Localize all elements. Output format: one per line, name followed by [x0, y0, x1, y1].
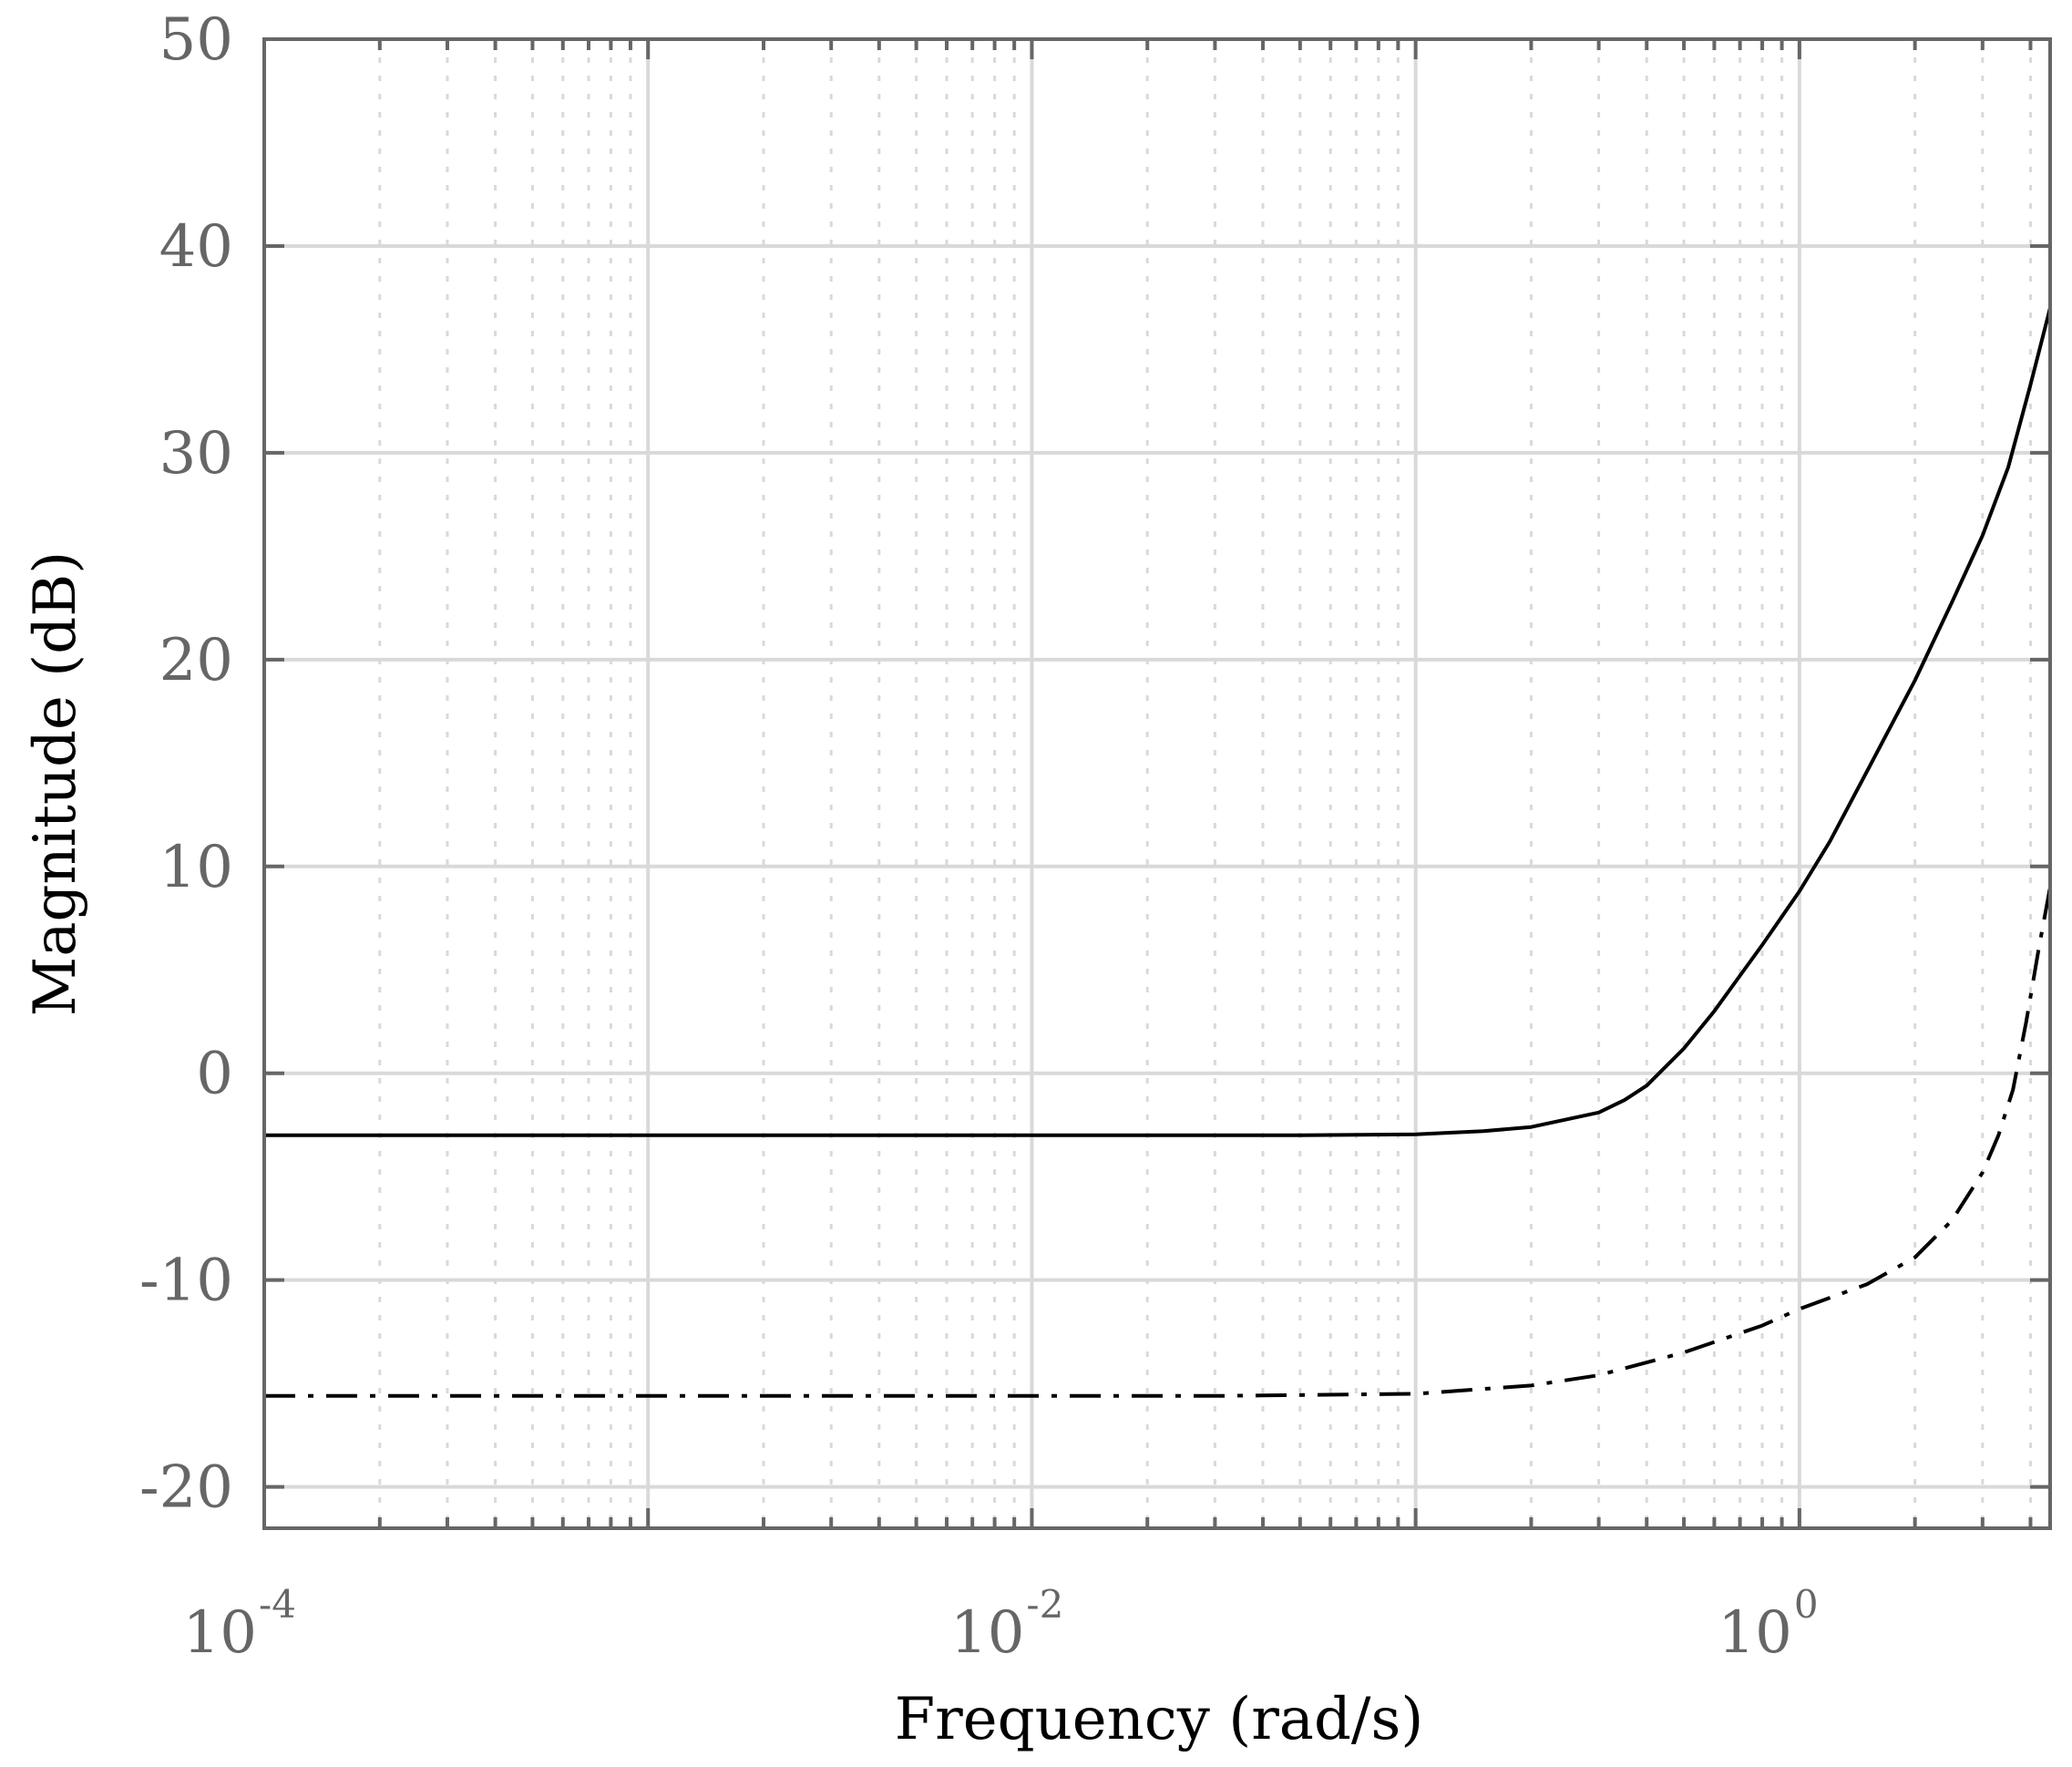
y-tick-label: 20: [159, 627, 233, 694]
y-tick-label: 10: [159, 834, 233, 901]
y-axis-label: Magnitude (dB): [22, 551, 89, 1016]
y-tick-label: -20: [139, 1454, 233, 1522]
x-axis-label: Frequency (rad/s): [895, 1686, 1424, 1753]
major-grid: [264, 39, 2050, 1528]
y-tick-label: 40: [159, 213, 233, 281]
y-tick-labels: -20 -10 0 10 20 30 40 50: [139, 6, 233, 1522]
x-tick-label-exponent: 0: [1794, 1582, 1819, 1627]
y-tick-label: 30: [159, 420, 233, 488]
x-tick-label-base: 10: [183, 1599, 257, 1667]
series-line-dash-dot: [264, 887, 2052, 1398]
x-tick-label: 10 -2: [950, 1582, 1063, 1667]
x-tick-label-base: 10: [1718, 1599, 1791, 1667]
axis-ticks: [262, 37, 2050, 1528]
series-line-solid: [264, 307, 2052, 1137]
x-tick-label-exponent: -4: [259, 1582, 296, 1627]
y-tick-label: -10: [139, 1248, 233, 1315]
plot-frame: [262, 37, 2052, 1530]
y-tick-label: 0: [196, 1041, 233, 1108]
x-tick-label: 10 0: [1718, 1582, 1818, 1667]
y-tick-label: 50: [159, 6, 233, 74]
x-tick-labels: 10 -4 10 -2 10 0: [183, 1582, 1819, 1667]
x-tick-label-exponent: -2: [1026, 1582, 1063, 1627]
x-tick-label: 10 -4: [183, 1582, 296, 1667]
x-tick-label-base: 10: [950, 1599, 1024, 1667]
series-layer: [264, 307, 2052, 1398]
minor-grid: [378, 39, 2032, 1528]
